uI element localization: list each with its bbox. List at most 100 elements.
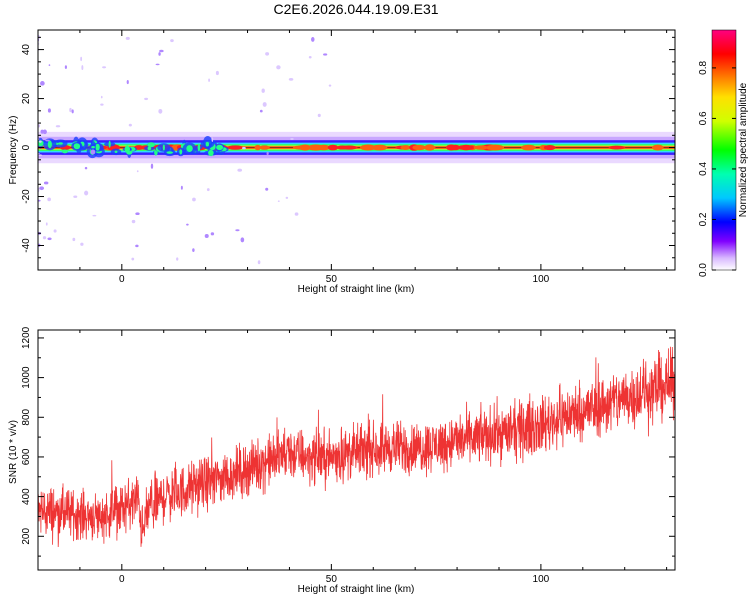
colorbar-tick-label: 0.4 (698, 162, 709, 176)
spectral-blob-green (147, 142, 155, 148)
spectral-blob-green (166, 151, 173, 154)
spectral-speck (100, 95, 103, 99)
spectral-speck (131, 219, 136, 224)
spectral-speck (261, 88, 265, 93)
spectrogram-x-tick-label: 0 (119, 274, 125, 285)
spectral-blob-green (124, 145, 130, 153)
spectrogram-x-tick-label: 50 (326, 274, 338, 285)
spectral-speck (144, 97, 149, 101)
ridge-blob (227, 145, 244, 150)
ridge-blob (360, 144, 377, 151)
spectral-blob-green (47, 140, 52, 149)
spectral-blob-green (108, 140, 111, 148)
spectral-speck (84, 166, 88, 170)
spectral-speck (80, 56, 83, 62)
snr-ticks: 0 50 100 200 400 600 800 1000 1200 (21, 326, 675, 585)
snr-x-tick-label: 0 (119, 574, 125, 585)
spectral-speck (262, 102, 267, 107)
spectral-speck (92, 214, 97, 217)
spectral-speck (288, 77, 294, 81)
ridge-blob (610, 145, 626, 150)
spectral-speck (317, 113, 321, 118)
spectral-speck (90, 149, 96, 155)
spectral-speck (290, 138, 294, 141)
spectral-speck (240, 237, 245, 243)
spectral-speck (42, 236, 47, 240)
ridge-blob (543, 144, 556, 151)
spectrogram-y-tick-label: 40 (21, 44, 32, 56)
spectral-speck (38, 140, 42, 143)
spectrogram-y-tick-label: -40 (21, 238, 32, 253)
spectral-speck (323, 53, 328, 56)
ridge-blob (327, 144, 339, 151)
spectral-speck (72, 237, 76, 242)
spectral-speck (176, 257, 179, 261)
spectral-speck (45, 139, 50, 142)
spectral-blob-green (91, 145, 95, 149)
ridge-blob (656, 145, 663, 150)
snr-y-tick-label: 600 (21, 448, 32, 465)
ridge-blob (412, 144, 426, 151)
spectral-speck (81, 65, 84, 71)
ridge-blob (254, 144, 261, 151)
ridge-blob (424, 144, 436, 151)
spectral-speck (53, 229, 57, 233)
spectral-speck (43, 181, 49, 185)
ridge-blob (524, 145, 532, 150)
spectral-speck (38, 199, 41, 202)
spectral-speck (180, 185, 183, 190)
spectral-speck (80, 242, 84, 246)
spectral-speck (136, 170, 139, 173)
spectral-speck (39, 186, 45, 191)
spectral-speck (208, 78, 210, 82)
spectral-speck (40, 129, 45, 134)
spectrogram-y-tick-label: 0 (21, 144, 32, 150)
spectral-speck (159, 49, 164, 53)
spectrogram-ticks: 0 50 100 -40 -20 0 20 40 (21, 30, 675, 285)
spectral-speck (215, 70, 219, 76)
spectral-blob-green (186, 145, 193, 153)
spectral-speck (265, 187, 269, 191)
ridge-blob (371, 144, 388, 151)
spectral-speck (285, 196, 289, 199)
spectral-speck (294, 212, 299, 216)
snr-y-tick-label: 400 (21, 488, 32, 505)
spectral-speck (259, 109, 263, 113)
colorbar: 0.0 0.2 0.4 0.6 0.8 Normalized spectral ampl… (698, 29, 749, 277)
spectral-blob-green (73, 143, 81, 150)
snr-x-axis-label: Height of straight line (km) (298, 584, 415, 595)
spectral-speck (235, 229, 240, 232)
colorbar-tick-label: 0.8 (698, 61, 709, 75)
spectral-speck (192, 197, 196, 202)
spectrogram-panel: 0 50 100 -40 -20 0 20 40 Height of straight lin… (8, 29, 676, 295)
spectrogram-frame (37, 29, 676, 271)
spectrogram-y-tick-label: 20 (21, 93, 32, 105)
snr-y-tick-label: 200 (21, 528, 32, 545)
spectral-speck (186, 223, 189, 226)
spectral-speck (206, 188, 210, 192)
spectral-blob-green (216, 144, 224, 151)
colorbar-label: Normalized spectral amplitude (738, 82, 749, 217)
ridge-blob (473, 145, 488, 150)
colorbar-tick-label: 0.0 (698, 263, 709, 277)
spectral-speck (125, 36, 130, 40)
figure-title: C2E6.2026.044.19.09.E31 (273, 1, 438, 17)
spectral-blob-green (147, 146, 152, 151)
ridge-blob (292, 145, 305, 150)
spectral-speck (38, 154, 43, 157)
spectral-speck (155, 63, 160, 66)
spectral-speck (311, 37, 315, 42)
snr-panel: 0 50 100 200 400 600 800 1000 1200 Height of str… (8, 326, 676, 595)
spectral-speck (210, 232, 215, 236)
spectral-speck (276, 65, 281, 70)
snr-x-tick-label: 100 (533, 574, 550, 585)
spectral-speck (192, 248, 195, 252)
snr-y-axis-label: SNR (10 * v/v) (8, 420, 19, 484)
spectral-speck (47, 237, 52, 241)
spectral-speck (277, 200, 280, 203)
spectral-speck (40, 81, 45, 86)
snr-frame (37, 329, 676, 571)
ridge-blob (336, 145, 349, 150)
ridge-blob (259, 145, 270, 150)
